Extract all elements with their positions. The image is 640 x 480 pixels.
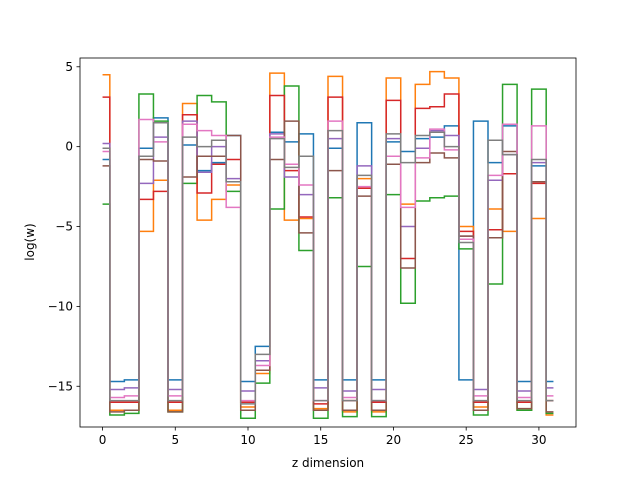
series-layer xyxy=(102,70,554,419)
y-tick-label: −15 xyxy=(48,379,73,393)
y-axis: 5 0 −5 −10 −15 xyxy=(48,60,80,393)
y-tick-label: −10 xyxy=(48,299,73,313)
y-axis-label: log(w) xyxy=(23,223,37,260)
x-tick-label: 10 xyxy=(240,433,255,447)
x-tick-label: 5 xyxy=(171,433,179,447)
series-line-8 xyxy=(102,121,554,405)
plot-area-frame xyxy=(79,57,577,428)
x-axis: 0 5 10 15 20 25 30 xyxy=(99,427,547,447)
x-tick-label: 25 xyxy=(459,433,474,447)
x-tick-label: 30 xyxy=(531,433,546,447)
x-tick-label: 20 xyxy=(386,433,401,447)
y-tick-label: 5 xyxy=(65,60,73,74)
x-tick-label: 15 xyxy=(313,433,328,447)
x-axis-label: z dimension xyxy=(292,456,364,470)
x-tick-label: 0 xyxy=(99,433,107,447)
y-tick-label: 0 xyxy=(65,140,73,154)
y-tick-label: −5 xyxy=(55,220,73,234)
